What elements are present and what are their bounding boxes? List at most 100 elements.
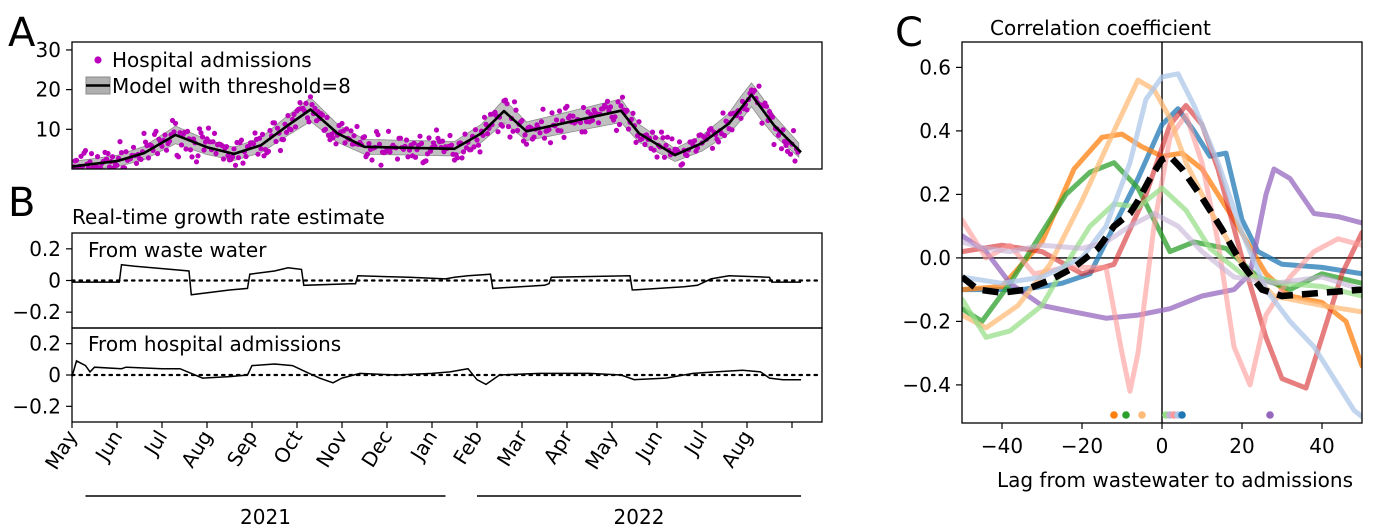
admission-point [198,130,204,136]
panel-a-y-axis: 10 20 30 [36,38,72,141]
admission-point [243,153,249,160]
admission-point [417,133,423,139]
admission-point [411,140,417,146]
admission-point [306,119,312,125]
admission-point [220,156,227,162]
x-tick-label: −40 [981,434,1023,458]
admission-point [433,127,440,133]
admission-point [691,138,698,144]
admission-point [759,120,765,126]
admission-point [138,156,144,162]
admission-point [616,121,623,128]
y-tick-label: 0.6 [919,55,951,79]
admission-point [145,155,152,161]
admission-point [483,121,489,127]
admission-point [412,154,419,160]
panel-a-frame [71,41,823,170]
admission-point [175,154,182,160]
admission-point [771,141,777,148]
panel-b-wastewater: From waste water −0.2 0 0.2 [12,232,824,329]
panel-b-year-groups: 2021 2022 [85,495,801,529]
admission-point [223,144,230,150]
admission-point [201,147,207,153]
admission-point [751,87,758,94]
admission-point [522,132,528,138]
admission-point [549,110,555,116]
admission-point [229,154,236,160]
panel-a-legend: Hospital admissions Model with threshold… [85,48,351,98]
admission-point [651,147,657,153]
admission-point [720,110,726,116]
admission-point [130,144,137,150]
admission-point [460,149,467,155]
month-label: Apr [539,425,578,468]
admission-point [577,119,584,126]
admission-point [663,142,669,148]
admission-point [333,141,339,147]
admission-point [361,134,368,140]
mean-correlation-line [962,153,1362,300]
admission-point [291,111,297,117]
admission-point [73,157,80,163]
admission-point [538,119,545,125]
panel-c-y-axis: −0.4 −0.2 0.0 0.2 0.4 0.6 [902,55,962,397]
panel-b-wastewater-y-axis: −0.2 0 0.2 [12,237,72,324]
admission-point [271,120,278,126]
admission-point [240,160,246,166]
admission-point [403,137,410,143]
admission-point [297,100,303,106]
admission-point [385,128,392,134]
admission-point [472,127,479,133]
admission-point [531,134,537,140]
admission-point [519,117,525,124]
panel-b-admissions-annotation: From hospital admissions [88,332,341,356]
peak-lag-marker [1178,411,1186,419]
admission-point [133,160,140,166]
admission-point [454,155,461,161]
admission-point [510,128,516,134]
admission-point [153,128,159,134]
admission-point [232,162,239,168]
y-tick-label: 0.2 [29,237,61,261]
admission-point [123,149,129,155]
admission-point [603,104,609,110]
peak-lag-marker [1138,411,1146,419]
admission-point [106,164,113,169]
month-label: Aug [716,426,757,472]
admission-point [636,119,642,125]
admission-point [558,128,564,134]
admission-point [225,153,231,159]
admission-point [439,138,446,144]
admission-point [580,104,587,111]
admission-point [612,114,618,120]
month-label: Jun [89,426,127,467]
admission-point [322,126,329,132]
panel-b-wastewater-annotation: From waste water [88,238,267,262]
admission-point [763,103,770,109]
panel-b-admissions-plot-area [70,359,824,386]
admission-point [283,129,290,135]
admission-point [397,135,404,141]
admission-point [607,104,614,110]
y-tick-label: −0.2 [12,394,61,418]
admission-point [664,134,671,140]
admission-point [792,158,798,164]
x-tick-label: −20 [1061,434,1103,458]
admission-point [418,140,425,146]
admission-point [604,98,611,104]
admission-point [459,155,465,161]
admission-point [684,152,690,159]
peak-lag-marker [1266,411,1274,419]
admission-point [613,127,620,133]
admission-point [199,134,206,140]
panel-c-title: Correlation coefficient [990,16,1211,40]
correlation-line [962,71,1362,420]
admission-point [184,128,191,134]
admission-point [118,150,125,156]
admission-point [189,154,195,160]
admission-point [103,156,110,162]
admission-point [231,146,237,152]
legend-admissions-label: Hospital admissions [112,48,312,72]
admission-point [250,141,257,147]
admission-point [364,151,371,157]
